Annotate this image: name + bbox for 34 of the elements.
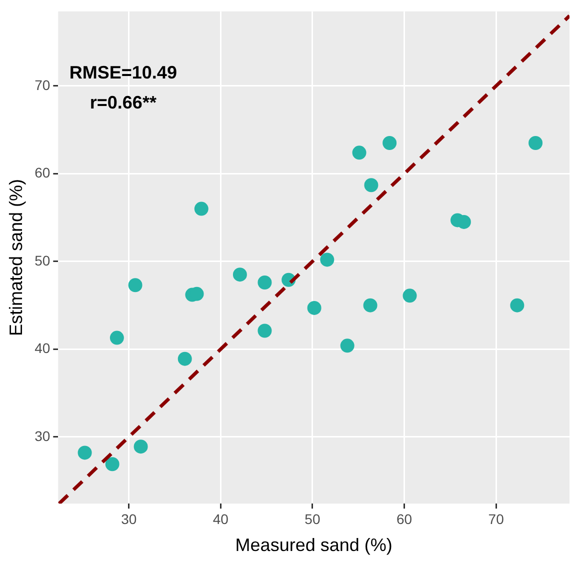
point: [528, 136, 543, 150]
y-tick-label: 60: [34, 164, 50, 181]
point: [178, 352, 192, 366]
x-axis-title: Measured sand (%): [235, 535, 392, 556]
point: [232, 268, 247, 282]
point: [307, 300, 322, 315]
point: [364, 178, 378, 192]
point: [128, 278, 142, 292]
x-tick-label: 70: [488, 510, 504, 527]
point: [510, 298, 524, 312]
point: [258, 324, 272, 338]
x-tick-label: 50: [304, 510, 320, 527]
x-tick-label: 60: [396, 510, 412, 527]
x-tick-label: 30: [121, 510, 137, 527]
y-tick-label: 70: [34, 76, 50, 93]
point: [258, 276, 272, 290]
y-axis-title: Estimated sand (%): [6, 178, 26, 336]
point: [194, 202, 208, 216]
y-tick-label: 40: [34, 340, 50, 356]
point: [78, 446, 92, 460]
annotation: r=0.66**: [90, 92, 156, 112]
y-tick-label: 30: [34, 428, 50, 444]
x-tick-label: 40: [212, 510, 229, 527]
y-tick-label: 50: [34, 252, 50, 268]
point: [340, 338, 354, 353]
point: [320, 252, 334, 267]
point: [110, 330, 124, 345]
point: [382, 136, 397, 150]
point: [402, 288, 417, 303]
point: [105, 457, 120, 472]
point: [352, 146, 366, 160]
annotation: RMSE=10.49: [69, 62, 177, 82]
point: [134, 440, 148, 454]
point: [363, 298, 378, 312]
